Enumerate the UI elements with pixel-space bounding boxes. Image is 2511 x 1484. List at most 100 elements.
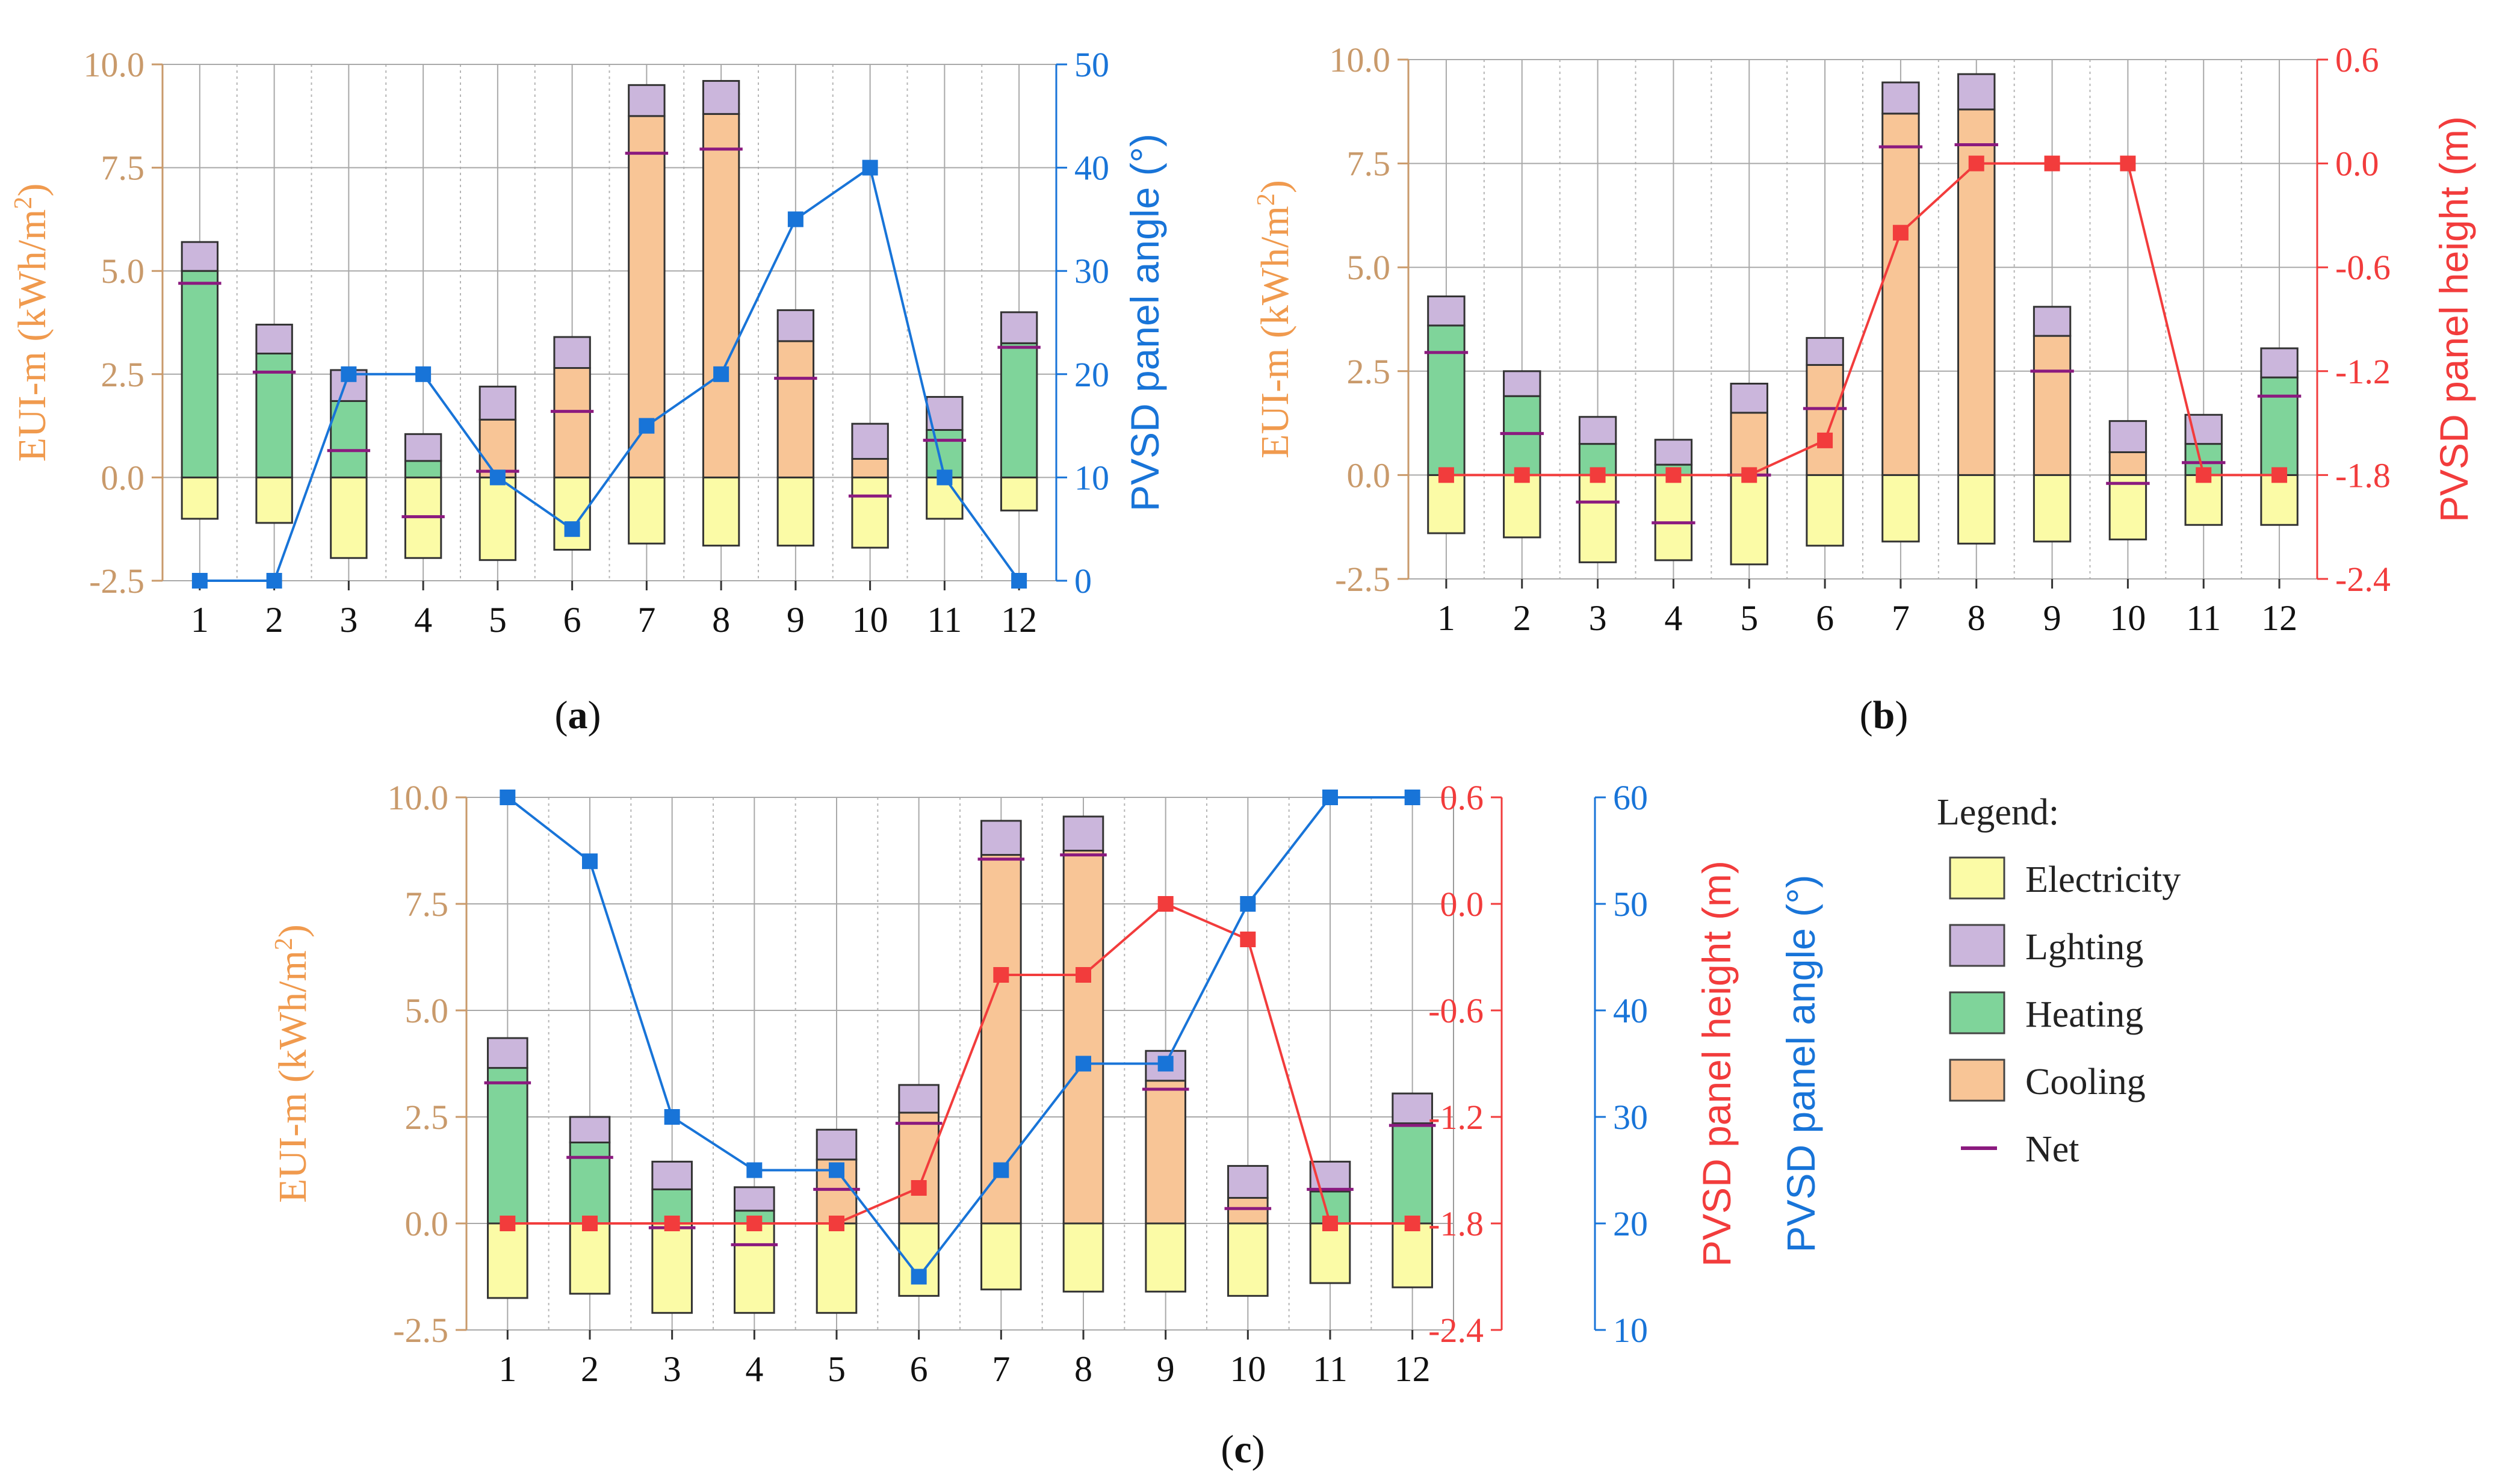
bar-cooling: [1227, 1197, 1269, 1225]
series-point: [639, 418, 655, 434]
x-tick-label: 1: [191, 600, 209, 640]
bar-heating: [1000, 342, 1038, 478]
y-tick-label: 2.5: [1347, 352, 1391, 391]
heating-swatch: [1949, 991, 2005, 1034]
bar-lighting: [181, 241, 219, 272]
bar-heating: [1503, 395, 1541, 476]
bar-cooling: [2033, 335, 2072, 476]
bar-electricity: [1730, 474, 1768, 566]
x-tick-label: 12: [2261, 598, 2297, 638]
bar-electricity: [1000, 476, 1038, 512]
y-tick-label: 2.5: [405, 1098, 449, 1137]
y-right-tick-label: 20: [1613, 1204, 1648, 1243]
y-right-tick-label: 0.0: [2335, 144, 2379, 184]
x-tick-label: 10: [2110, 598, 2146, 638]
y-tick-label: 7.5: [405, 885, 449, 924]
bar-lighting: [1000, 311, 1038, 344]
y-right-tick-label: 50: [1074, 45, 1109, 84]
bar-electricity: [181, 476, 219, 520]
bar-lighting: [816, 1128, 858, 1161]
x-tick-label: 11: [1313, 1349, 1348, 1389]
y-right-tick-label: -0.6: [1428, 991, 1484, 1030]
x-tick-label: 11: [2186, 598, 2221, 638]
bar-electricity: [851, 476, 889, 549]
series-point: [2044, 155, 2060, 172]
legend-item-cooling: Cooling: [1949, 1059, 2146, 1102]
series-point: [911, 1180, 927, 1196]
bar-cooling: [1062, 850, 1104, 1225]
panel-label: (a): [555, 693, 601, 737]
x-tick-label: 8: [1074, 1349, 1092, 1389]
y-right-tick-label: 0.6: [1440, 778, 1484, 817]
series-point: [1404, 1216, 1420, 1231]
y-tick-label: -2.5: [1335, 560, 1390, 599]
x-tick-label: 6: [910, 1349, 928, 1389]
x-tick-label: 12: [1395, 1349, 1431, 1389]
bar-lighting: [404, 433, 442, 462]
x-tick-label: 4: [745, 1349, 763, 1389]
bar-electricity: [628, 476, 666, 545]
series-point: [993, 1162, 1009, 1178]
bar-lighting: [1503, 370, 1541, 397]
bar-lighting: [898, 1084, 940, 1114]
legend-label-lighting: Lghting: [2025, 927, 2143, 968]
bar-lighting: [1578, 416, 1617, 445]
bar-cooling: [553, 367, 591, 478]
bar-lighting: [851, 422, 889, 460]
y-tick-label: 2.5: [101, 355, 145, 394]
series-point: [1817, 432, 1833, 448]
x-tick-label: 8: [1968, 598, 1986, 638]
y-axis-label: EUI-m (kWh/m2): [270, 924, 315, 1203]
x-tick-label: 3: [339, 600, 358, 640]
y-tick-label: 7.5: [101, 149, 145, 188]
legend-label-net: Net: [2025, 1129, 2079, 1170]
x-tick-label: 12: [1001, 600, 1037, 640]
bar-cooling: [702, 113, 740, 478]
y-right-tick-label: -1.2: [2335, 352, 2391, 391]
bar-electricity: [1503, 474, 1541, 539]
series-point: [2196, 467, 2212, 483]
bar-heating: [330, 400, 368, 478]
series-point: [500, 1216, 516, 1231]
series-line: [507, 902, 1413, 1225]
bar-lighting: [1806, 337, 1844, 366]
bar-lighting: [734, 1186, 775, 1212]
series-point: [564, 521, 580, 537]
bar-electricity: [1881, 474, 1920, 543]
bar-lighting: [569, 1116, 611, 1143]
series-point: [829, 1216, 844, 1231]
bar-cooling: [478, 418, 517, 478]
bar-heating: [181, 270, 219, 478]
series-point: [664, 1216, 680, 1231]
x-tick-label: 10: [852, 600, 888, 640]
y-right-tick-label: 30: [1074, 252, 1109, 291]
bar-electricity: [980, 1222, 1022, 1291]
bar-lighting: [651, 1160, 693, 1190]
series-point: [1741, 467, 1757, 483]
panel-label: (c): [1221, 1427, 1265, 1471]
bar-lighting: [2033, 306, 2072, 337]
legend-item-lighting: Lghting: [1949, 924, 2143, 968]
y-tick-label: 5.0: [1347, 248, 1391, 287]
series-point: [937, 469, 953, 486]
y-axis-label: EUI-m (kWh/m2): [1252, 180, 1297, 459]
bar-electricity: [1062, 1222, 1104, 1293]
bar-electricity: [1578, 474, 1617, 563]
bar-cooling: [1145, 1080, 1186, 1225]
series-point: [1404, 790, 1420, 805]
legend-label-electricity: Electricity: [2025, 859, 2181, 900]
y-right-tick-label: 0.0: [1440, 885, 1484, 924]
bar-lighting: [1062, 815, 1104, 852]
bar-lighting: [1227, 1164, 1269, 1199]
bar-lighting: [1392, 1092, 1433, 1125]
bar-heating: [255, 352, 293, 478]
x-tick-label: 7: [992, 1349, 1010, 1389]
bar-lighting: [1427, 295, 1466, 327]
y-tick-label: 0.0: [101, 458, 145, 497]
series-point: [664, 1109, 680, 1125]
electricity-swatch: [1949, 856, 2005, 900]
y-right-axis-label: PVSD panel height (m): [1694, 861, 1739, 1267]
y-right-tick-label: 40: [1074, 149, 1109, 188]
x-tick-label: 8: [712, 600, 730, 640]
